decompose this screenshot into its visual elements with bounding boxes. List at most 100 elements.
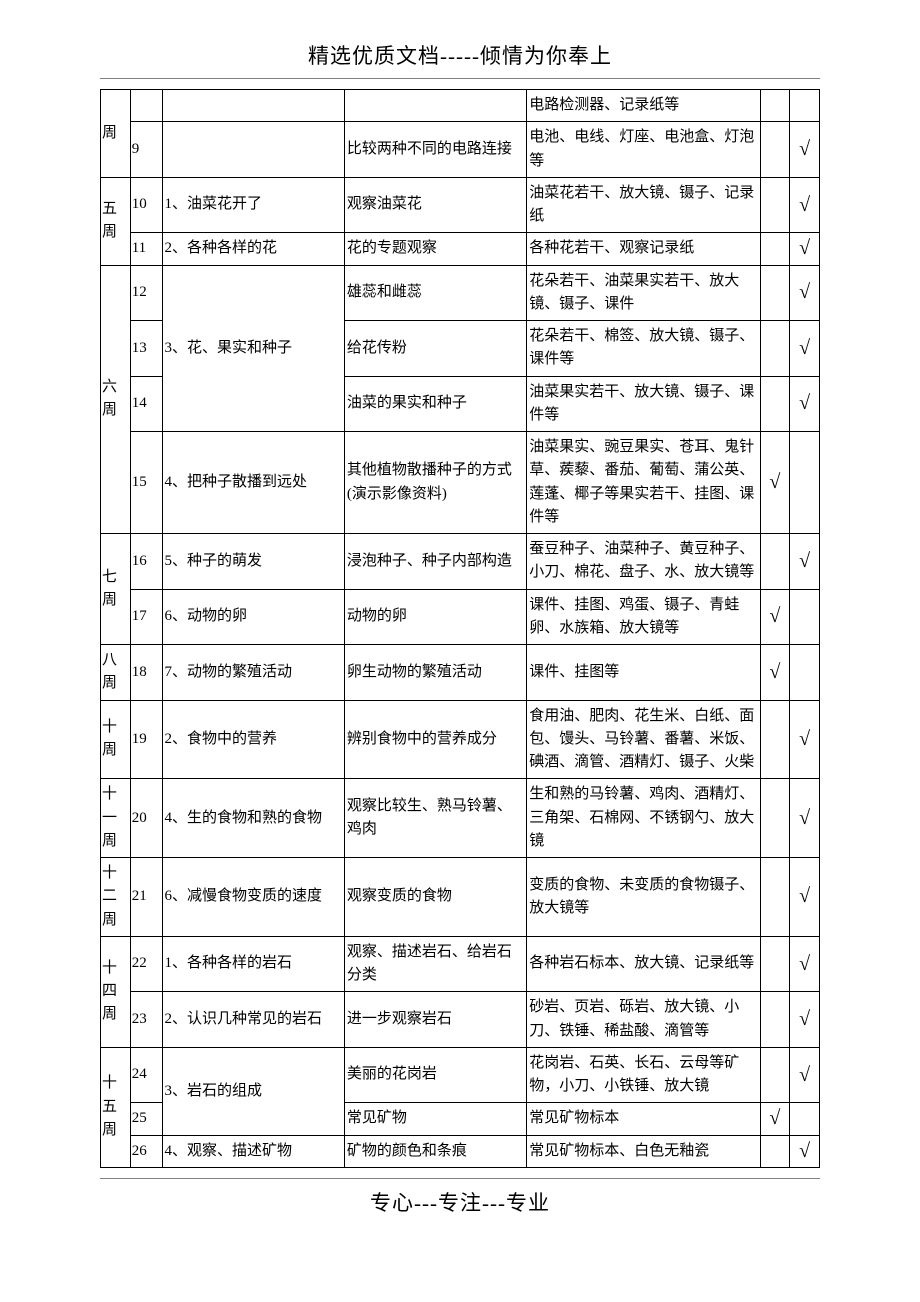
check-cell-1 xyxy=(760,992,790,1048)
sequence-cell: 10 xyxy=(130,177,162,233)
check-cell-1 xyxy=(760,233,790,265)
materials-cell: 蚕豆种子、油菜种子、黄豆种子、小刀、棉花、盘子、水、放大镜等 xyxy=(527,534,760,590)
check-cell-1 xyxy=(760,700,790,779)
check-cell-2 xyxy=(790,432,820,534)
page-header: 精选优质文档-----倾情为你奉上 xyxy=(100,40,820,70)
topic-cell: 7、动物的繁殖活动 xyxy=(162,645,344,701)
check-cell-2: √ xyxy=(790,700,820,779)
table-row: 112、各种各样的花花的专题观察各种花若干、观察记录纸√ xyxy=(101,233,820,265)
check-cell-2 xyxy=(790,1103,820,1135)
check-cell-1 xyxy=(760,376,790,432)
activity-cell: 给花传粉 xyxy=(344,321,526,377)
activity-cell: 辨别食物中的营养成分 xyxy=(344,700,526,779)
table-row: 232、认识几种常见的岩石进一步观察岩石砂岩、页岩、砾岩、放大镜、小刀、铁锤、稀… xyxy=(101,992,820,1048)
activity-cell: 浸泡种子、种子内部构造 xyxy=(344,534,526,590)
week-cell: 五周 xyxy=(101,177,131,265)
sequence-cell: 24 xyxy=(130,1047,162,1103)
materials-cell: 常见矿物标本 xyxy=(527,1103,760,1135)
check-cell-2: √ xyxy=(790,122,820,178)
sequence-cell: 19 xyxy=(130,700,162,779)
check-cell-1 xyxy=(760,1135,790,1167)
week-cell: 十四周 xyxy=(101,936,131,1047)
check-cell-2 xyxy=(790,90,820,122)
check-cell-1 xyxy=(760,122,790,178)
activity-cell: 卵生动物的繁殖活动 xyxy=(344,645,526,701)
check-cell-2: √ xyxy=(790,233,820,265)
materials-cell: 花岗岩、石英、长石、云母等矿物，小刀、小铁锤、放大镜 xyxy=(527,1047,760,1103)
check-cell-1 xyxy=(760,321,790,377)
materials-cell: 各种花若干、观察记录纸 xyxy=(527,233,760,265)
check-cell-1: √ xyxy=(760,1103,790,1135)
week-cell: 十周 xyxy=(101,700,131,779)
table-row: 六周123、花、果实和种子雄蕊和雌蕊花朵若干、油菜果实若干、放大镜、镊子、课件√ xyxy=(101,265,820,321)
table-row: 176、动物的卵动物的卵课件、挂图、鸡蛋、镊子、青蛙卵、水族箱、放大镜等√ xyxy=(101,589,820,645)
sequence-cell: 21 xyxy=(130,858,162,937)
topic-cell: 3、岩石的组成 xyxy=(162,1047,344,1135)
sequence-cell: 20 xyxy=(130,779,162,858)
activity-cell: 油菜的果实和种子 xyxy=(344,376,526,432)
check-cell-1 xyxy=(760,534,790,590)
materials-cell: 花朵若干、油菜果实若干、放大镜、镊子、课件 xyxy=(527,265,760,321)
check-cell-1 xyxy=(760,177,790,233)
materials-cell: 油菜花若干、放大镜、镊子、记录纸 xyxy=(527,177,760,233)
check-cell-1: √ xyxy=(760,645,790,701)
week-cell: 十五周 xyxy=(101,1047,131,1167)
topic-cell: 2、各种各样的花 xyxy=(162,233,344,265)
activity-cell: 动物的卵 xyxy=(344,589,526,645)
topic-cell: 6、减慢食物变质的速度 xyxy=(162,858,344,937)
materials-cell: 课件、挂图、鸡蛋、镊子、青蛙卵、水族箱、放大镜等 xyxy=(527,589,760,645)
sequence-cell: 23 xyxy=(130,992,162,1048)
check-cell-1 xyxy=(760,779,790,858)
header-rule xyxy=(100,78,820,79)
check-cell-2: √ xyxy=(790,779,820,858)
sequence-cell: 15 xyxy=(130,432,162,534)
sequence-cell: 26 xyxy=(130,1135,162,1167)
materials-cell: 花朵若干、棉签、放大镜、镊子、课件等 xyxy=(527,321,760,377)
week-cell: 八周 xyxy=(101,645,131,701)
materials-cell: 生和熟的马铃薯、鸡肉、酒精灯、三角架、石棉网、不锈钢勺、放大镜 xyxy=(527,779,760,858)
activity-cell: 常见矿物 xyxy=(344,1103,526,1135)
topic-cell xyxy=(162,122,344,178)
materials-cell: 课件、挂图等 xyxy=(527,645,760,701)
week-cell: 周 xyxy=(101,90,131,178)
materials-cell: 油菜果实、豌豆果实、苍耳、鬼针草、蒺藜、番茄、葡萄、蒲公英、莲蓬、椰子等果实若干… xyxy=(527,432,760,534)
sequence-cell: 14 xyxy=(130,376,162,432)
materials-cell: 砂岩、页岩、砾岩、放大镜、小刀、铁锤、稀盐酸、滴管等 xyxy=(527,992,760,1048)
check-cell-2: √ xyxy=(790,858,820,937)
check-cell-2: √ xyxy=(790,936,820,992)
activity-cell: 观察、描述岩石、给岩石分类 xyxy=(344,936,526,992)
sequence-cell: 17 xyxy=(130,589,162,645)
activity-cell: 花的专题观察 xyxy=(344,233,526,265)
topic-cell xyxy=(162,90,344,122)
activity-cell: 观察比较生、熟马铃薯、鸡肉 xyxy=(344,779,526,858)
sequence-cell: 18 xyxy=(130,645,162,701)
topic-cell: 1、油菜花开了 xyxy=(162,177,344,233)
table-row: 七周165、种子的萌发浸泡种子、种子内部构造蚕豆种子、油菜种子、黄豆种子、小刀、… xyxy=(101,534,820,590)
activity-cell: 进一步观察岩石 xyxy=(344,992,526,1048)
materials-cell: 食用油、肥肉、花生米、白纸、面包、馒头、马铃薯、番薯、米饭、碘酒、滴管、酒精灯、… xyxy=(527,700,760,779)
check-cell-2: √ xyxy=(790,321,820,377)
materials-cell: 各种岩石标本、放大镜、记录纸等 xyxy=(527,936,760,992)
week-cell: 七周 xyxy=(101,534,131,645)
topic-cell: 1、各种各样的岩石 xyxy=(162,936,344,992)
check-cell-1 xyxy=(760,858,790,937)
sequence-cell: 9 xyxy=(130,122,162,178)
activity-cell: 美丽的花岗岩 xyxy=(344,1047,526,1103)
table-row: 十一周204、生的食物和熟的食物观察比较生、熟马铃薯、鸡肉生和熟的马铃薯、鸡肉、… xyxy=(101,779,820,858)
check-cell-2: √ xyxy=(790,534,820,590)
table-row: 十五周243、岩石的组成美丽的花岗岩花岗岩、石英、长石、云母等矿物，小刀、小铁锤… xyxy=(101,1047,820,1103)
materials-cell: 常见矿物标本、白色无釉瓷 xyxy=(527,1135,760,1167)
check-cell-2: √ xyxy=(790,177,820,233)
topic-cell: 2、认识几种常见的岩石 xyxy=(162,992,344,1048)
check-cell-2: √ xyxy=(790,992,820,1048)
table-row: 周电路检测器、记录纸等 xyxy=(101,90,820,122)
curriculum-table: 周电路检测器、记录纸等9比较两种不同的电路连接电池、电线、灯座、电池盒、灯泡等√… xyxy=(100,89,820,1168)
week-cell: 十二周 xyxy=(101,858,131,937)
check-cell-2: √ xyxy=(790,265,820,321)
check-cell-1 xyxy=(760,90,790,122)
activity-cell: 矿物的颜色和条痕 xyxy=(344,1135,526,1167)
week-cell: 六周 xyxy=(101,265,131,534)
topic-cell: 6、动物的卵 xyxy=(162,589,344,645)
check-cell-2 xyxy=(790,589,820,645)
check-cell-2: √ xyxy=(790,1047,820,1103)
